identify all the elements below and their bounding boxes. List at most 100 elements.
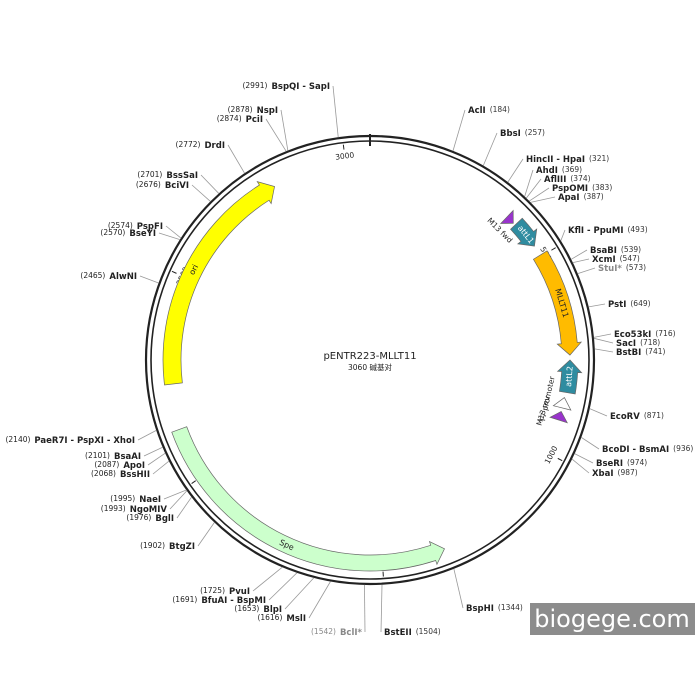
site-position: (1653) [234,604,259,613]
site-position: (987) [618,468,638,477]
site-label: (2140) PaeR7I - PspXI - XhoI [5,435,135,446]
site-position: (2140) [5,435,30,444]
site-position: (2676) [136,180,161,189]
site-position: (2772) [176,140,201,149]
site-position: (387) [584,192,604,201]
site-position: (1542) [311,627,336,636]
scale-tick-label: 1000 [543,444,560,465]
site-position: (2991) [242,81,267,90]
site-label: (1542) BclI* [311,627,363,638]
site-position: (716) [655,329,675,338]
feature-arrow [549,410,568,424]
site-position: (369) [562,165,582,174]
site-name: PstI [608,300,626,310]
scale-tick [342,144,345,150]
site-line [143,446,163,457]
site-line [165,225,182,239]
feature-label: ori [187,263,200,276]
site-name: KflI - PpuMI [568,226,623,236]
site-label: (1902) BtgZI [140,541,195,552]
site-label: (1725) PvuI [200,586,250,597]
site-name: EcoRV [610,412,640,422]
site-name: BclI* [340,628,363,638]
site-label: (2701) BssSaI [137,170,198,181]
site-name: BspQI - SapI [271,82,330,92]
site-name: BstEII [384,628,412,638]
site-position: (374) [570,174,590,183]
site-position: (1902) [140,541,165,550]
site-line [524,169,534,197]
site-position: (2087) [94,460,119,469]
site-line [191,184,211,202]
site-label: EcoRV (871) [610,411,664,422]
site-line [530,196,556,203]
site-name: PaeR7I - PspXI - XhoI [34,436,135,446]
site-position: (1616) [257,613,282,622]
feature-arrow [171,426,445,572]
site-position: (321) [589,154,609,163]
site-label: AflIII (374) [544,174,591,185]
site-label: XcmI (547) [592,254,640,265]
site-position: (2465) [80,271,105,280]
site-name: BcoDI - BsmAI [602,445,669,455]
site-name: Eco53kI [614,330,651,340]
site-label: (1691) BfuAI - BspMI [172,595,266,606]
scale-tick [171,270,177,274]
site-position: (741) [645,347,665,356]
site-label: (2874) PciI [217,114,263,125]
watermark: biogege.com [534,605,689,633]
site-label: PstI (649) [608,299,651,310]
feature-arrow [556,359,583,395]
site-name: PvuI [229,587,250,597]
site-name: BglI [155,514,174,524]
site-name: BtgZI [169,542,195,552]
site-label: BstBI (741) [616,347,665,358]
site-name: BssHII [120,470,150,480]
site-name: ApaI [558,193,580,203]
feature-label: attL2 [564,366,575,387]
site-label: AhdI (369) [536,165,582,176]
site-name: NgoMIV [130,505,168,515]
site-name: DrdI [205,141,226,151]
site-line [581,437,600,450]
site-position: (2878) [228,105,253,114]
site-line [147,452,166,466]
site-label: (1995) NaeI [110,494,161,505]
site-label: ApaI (387) [558,192,604,203]
site-label: (2878) NspI [228,105,278,116]
site-line [593,333,612,338]
site-name: SacI [616,339,636,349]
site-name: HincII - HpaI [526,155,585,165]
site-line [593,337,614,344]
site-line [332,85,339,138]
feature-arrow [499,209,514,224]
site-name: BseYI [129,229,156,239]
site-name: XcmI [592,255,616,265]
site-name: BfuAI - BspMI [201,596,266,606]
site-label: AclI (184) [468,105,510,116]
site-position: (539) [621,245,641,254]
site-line [137,430,157,441]
site-label: (2087) ApoI [94,460,145,471]
site-line [200,174,220,194]
scale-tick [191,480,197,484]
site-label: KflI - PpuMI (493) [568,225,648,236]
site-position: (1725) [200,586,225,595]
site-label: BspHI (1344) [466,603,523,614]
site-line [169,490,188,510]
site-label: (2570) BseYI [100,228,156,239]
site-line [152,460,170,475]
site-name: BseRI [596,459,623,469]
site-label: (1976) BglI [126,513,174,524]
site-line [284,577,315,610]
site-label: (2101) BsaAI [85,451,141,462]
site-label: (2991) BspQI - SapI [242,81,330,92]
site-line [589,408,608,417]
site-position: (383) [592,183,612,192]
site-label: PspOMI (383) [552,183,612,194]
site-position: (1976) [126,513,151,522]
site-position: (1691) [172,595,197,604]
site-label: Eco53kI (716) [614,329,676,340]
site-position: (493) [627,225,647,234]
site-name: BssSaI [166,171,198,181]
